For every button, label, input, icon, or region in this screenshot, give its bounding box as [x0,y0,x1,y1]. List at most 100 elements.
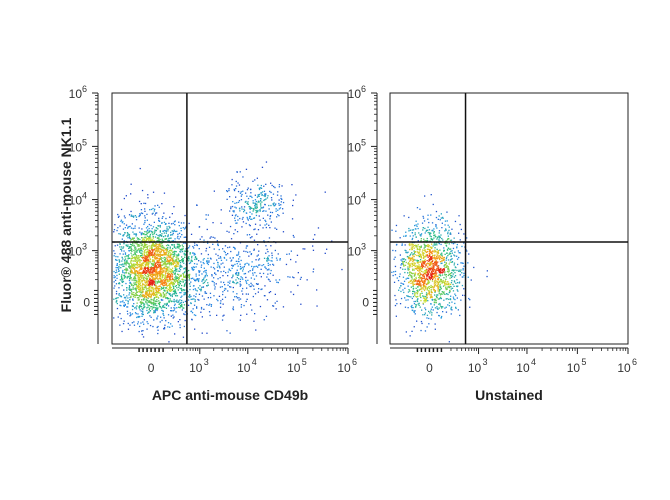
event-dot [243,304,245,307]
event-dot [168,244,170,247]
event-dot [122,221,124,223]
event-dot [176,273,179,275]
event-dot [195,293,197,295]
event-dot [117,216,120,218]
event-dot [253,288,255,290]
event-dot [191,260,193,262]
event-dot [181,284,183,287]
event-dot [419,271,421,273]
event-dot [120,317,122,320]
event-dot [419,282,421,284]
event-dot [447,281,449,283]
event-dot [117,227,119,229]
event-dot [164,269,166,271]
event-dot [429,251,431,253]
event-dot [157,325,159,328]
event-dot [118,294,120,296]
event-dot [129,288,131,290]
event-dot [197,279,200,281]
event-dot [140,295,143,297]
event-dot [136,260,138,262]
event-dot [150,253,152,255]
event-dot [161,260,163,262]
event-dot [435,260,437,262]
event-dot [173,251,175,253]
event-dot [415,300,417,303]
event-dot [412,243,414,246]
event-dot [421,251,423,253]
event-dot [171,325,173,327]
event-dot [440,288,442,290]
event-dot [147,259,150,261]
event-dot [149,236,151,238]
event-dot [452,296,455,298]
event-dot [429,262,431,265]
event-dot [170,323,172,325]
event-dot [403,280,406,282]
event-dot [436,248,438,250]
event-dot [394,250,397,252]
event-dot [439,249,441,251]
event-dot [235,272,237,274]
event-dot [458,215,460,217]
event-dot [138,295,140,297]
event-dot [429,286,432,288]
event-dot [430,261,433,263]
event-dot [120,296,123,298]
event-dot [158,301,161,304]
event-dot [399,287,401,289]
event-dot [150,289,152,292]
event-dot [174,260,177,262]
event-dot [163,326,166,329]
event-dot [158,264,160,267]
event-dot [149,271,151,273]
event-dot [137,276,139,278]
event-dot [179,275,181,278]
event-dot [431,272,433,274]
event-dot [427,244,429,246]
event-dot [437,252,440,254]
event-dot [124,304,126,306]
event-dot [248,263,250,265]
event-dot [444,220,447,222]
event-dot [417,283,419,286]
event-dot [173,221,176,223]
event-dot [130,273,132,276]
event-dot [133,266,135,268]
event-dot [261,191,264,193]
event-dot [213,262,215,265]
event-dot [222,275,224,277]
event-dot [172,271,174,273]
event-dot [439,261,442,263]
event-dot [146,248,148,251]
event-dot [170,286,172,289]
event-dot [119,233,122,235]
event-dot [249,270,251,272]
event-dot [158,288,160,290]
event-dot [202,259,204,261]
event-dot [139,259,141,261]
event-dot [219,306,222,308]
event-dot [138,316,140,318]
event-dot [250,282,252,284]
event-dot [141,288,144,290]
event-dot [451,309,453,311]
event-dot [431,295,433,298]
event-dot [271,257,273,259]
event-dot [457,263,459,266]
event-dot [447,235,449,237]
event-dot [203,258,205,260]
event-dot [331,240,333,242]
event-dot [246,262,248,264]
event-dot [151,249,153,251]
event-dot [297,284,299,287]
event-dot [269,272,272,275]
event-dot [158,303,161,305]
event-dot [428,263,430,265]
event-dot [149,255,151,257]
event-dot [232,257,234,259]
event-dot [172,263,174,265]
event-dot [170,250,172,252]
event-dot [165,297,167,299]
event-dot [120,305,122,307]
